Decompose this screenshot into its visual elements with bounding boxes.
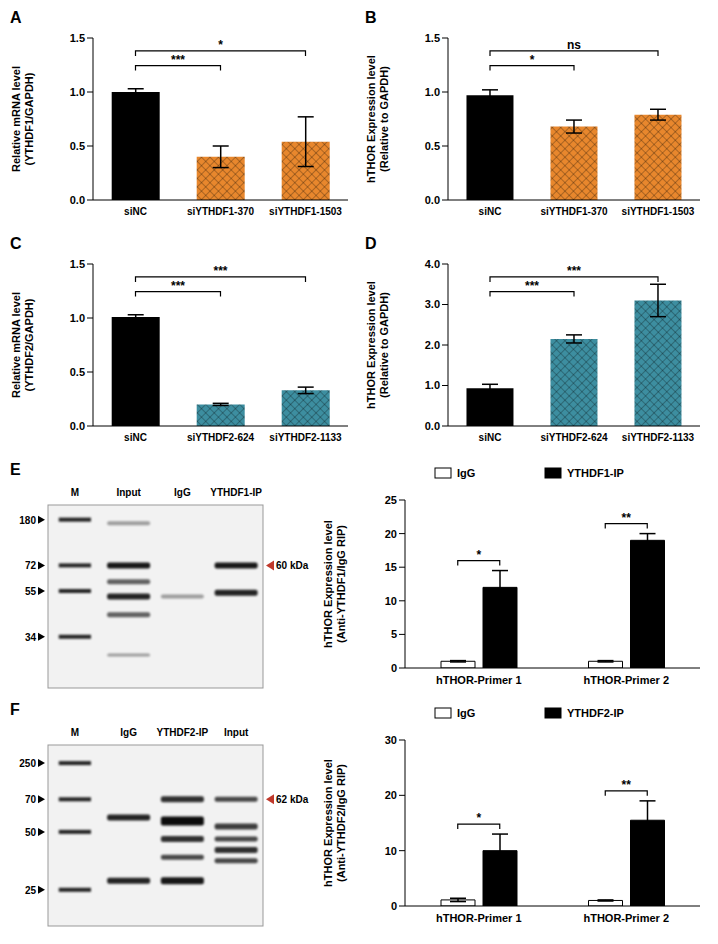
svg-text:**: ** [622, 511, 632, 525]
svg-text:IgG: IgG [120, 727, 137, 738]
svg-text:1.0: 1.0 [425, 86, 440, 98]
svg-text:siYTHDF2-1133: siYTHDF2-1133 [622, 432, 695, 443]
svg-text:*: * [218, 38, 223, 52]
svg-text:ns: ns [567, 38, 581, 52]
svg-text:siNC: siNC [124, 432, 147, 443]
svg-text:1.5: 1.5 [70, 32, 85, 44]
svg-text:hTHOR-Primer 1: hTHOR-Primer 1 [436, 674, 522, 686]
svg-text:siYTHDF1-1503: siYTHDF1-1503 [269, 206, 342, 217]
svg-text:siYTHDF2-624: siYTHDF2-624 [187, 432, 255, 443]
svg-text:*: * [530, 53, 535, 67]
svg-text:55: 55 [25, 586, 37, 597]
svg-text:C: C [10, 235, 22, 252]
svg-text:0.5: 0.5 [70, 140, 85, 152]
svg-text:A: A [10, 9, 22, 26]
svg-text:siYTHDF2-1133: siYTHDF2-1133 [269, 432, 342, 443]
svg-text:20: 20 [385, 789, 397, 801]
svg-text:siNC: siNC [124, 206, 147, 217]
svg-text:4.0: 4.0 [425, 258, 440, 270]
svg-text:0.5: 0.5 [425, 140, 440, 152]
svg-text:0: 0 [391, 900, 397, 912]
svg-text:***: *** [567, 264, 581, 278]
svg-text:D: D [365, 235, 377, 252]
svg-text:siYTHDF1-370: siYTHDF1-370 [540, 206, 608, 217]
svg-text:30: 30 [385, 734, 397, 746]
svg-text:***: *** [171, 53, 185, 67]
svg-text:Relative mRNA level(YTHDF2/GAP: Relative mRNA level(YTHDF2/GAPDH) [10, 292, 35, 398]
svg-text:1.5: 1.5 [425, 32, 440, 44]
svg-text:Input: Input [116, 487, 141, 498]
svg-text:***: *** [213, 264, 227, 278]
svg-text:IgG: IgG [457, 707, 475, 719]
svg-text:B: B [365, 9, 377, 26]
svg-text:hTHOR Expression level(Anti-YT: hTHOR Expression level(Anti-YTHDF2/IgG R… [322, 759, 347, 887]
svg-text:5: 5 [391, 628, 397, 640]
svg-text:50: 50 [25, 827, 37, 838]
svg-text:250: 250 [19, 758, 36, 769]
svg-text:1.5: 1.5 [70, 258, 85, 270]
svg-text:25: 25 [385, 494, 397, 506]
svg-text:hTHOR-Primer 1: hTHOR-Primer 1 [436, 912, 522, 924]
svg-text:180: 180 [19, 515, 36, 526]
svg-text:0.0: 0.0 [425, 420, 440, 432]
svg-text:34: 34 [25, 632, 37, 643]
svg-text:1.0: 1.0 [70, 86, 85, 98]
svg-text:YTHDF1-IP: YTHDF1-IP [567, 467, 624, 479]
svg-text:YTHDF1-IP: YTHDF1-IP [210, 487, 262, 498]
svg-text:siYTHDF2-624: siYTHDF2-624 [540, 432, 608, 443]
svg-text:siNC: siNC [479, 206, 502, 217]
svg-text:***: *** [525, 279, 539, 293]
svg-text:20: 20 [385, 528, 397, 540]
svg-text:E: E [10, 461, 21, 478]
svg-text:M: M [71, 727, 79, 738]
svg-text:1.0: 1.0 [70, 312, 85, 324]
svg-text:IgG: IgG [174, 487, 191, 498]
svg-text:72: 72 [25, 560, 37, 571]
svg-text:15: 15 [385, 561, 397, 573]
svg-text:62 kDa: 62 kDa [276, 794, 309, 805]
svg-text:2.0: 2.0 [425, 339, 440, 351]
svg-text:1.0: 1.0 [425, 379, 440, 391]
svg-text:*: * [476, 811, 481, 825]
svg-text:YTHDF2-IP: YTHDF2-IP [157, 727, 209, 738]
svg-text:70: 70 [25, 794, 37, 805]
svg-text:60 kDa: 60 kDa [276, 560, 309, 571]
svg-text:10: 10 [385, 845, 397, 857]
svg-text:hTHOR-Primer 2: hTHOR-Primer 2 [583, 912, 669, 924]
svg-text:IgG: IgG [457, 467, 475, 479]
svg-text:*: * [476, 548, 481, 562]
svg-text:***: *** [171, 279, 185, 293]
svg-text:25: 25 [25, 885, 37, 896]
svg-text:0.0: 0.0 [70, 194, 85, 206]
svg-text:3.0: 3.0 [425, 298, 440, 310]
svg-text:hTHOR-Primer 2: hTHOR-Primer 2 [583, 674, 669, 686]
svg-text:hTHOR Expression level(Relativ: hTHOR Expression level(Relative to GAPDH… [365, 281, 390, 409]
svg-text:hTHOR Expression level(Anti-YT: hTHOR Expression level(Anti-YTHDF1/IgG R… [322, 520, 347, 648]
svg-text:**: ** [622, 778, 632, 792]
svg-text:0.5: 0.5 [70, 366, 85, 378]
svg-text:siNC: siNC [479, 432, 502, 443]
svg-text:10: 10 [385, 595, 397, 607]
svg-text:M: M [71, 487, 79, 498]
svg-text:siYTHDF1-370: siYTHDF1-370 [187, 206, 255, 217]
svg-text:0.0: 0.0 [70, 420, 85, 432]
svg-text:0.0: 0.0 [425, 194, 440, 206]
svg-text:YTHDF2-IP: YTHDF2-IP [567, 707, 624, 719]
svg-text:F: F [10, 701, 20, 718]
svg-text:hTHOR Expression level(Relativ: hTHOR Expression level(Relative to GAPDH… [365, 55, 390, 183]
svg-text:siYTHDF1-1503: siYTHDF1-1503 [622, 206, 695, 217]
svg-text:Input: Input [224, 727, 249, 738]
svg-text:Relative mRNA level(YTHDF1/GAP: Relative mRNA level(YTHDF1/GAPDH) [10, 66, 35, 172]
svg-text:0: 0 [391, 662, 397, 674]
